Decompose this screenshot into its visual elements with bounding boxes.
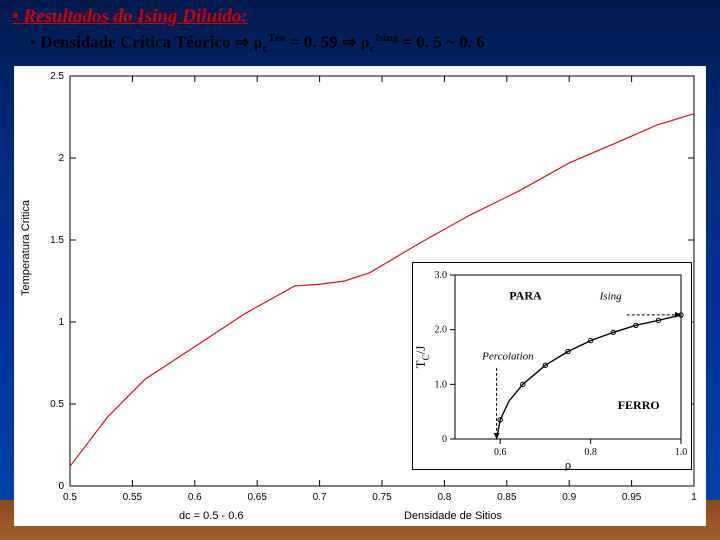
sub-eq1: = 0. 59 (286, 33, 342, 52)
svg-text:0.6: 0.6 (494, 447, 507, 458)
inset-chart: 0.6 0.8 1.0 0 1.0 2.0 3.0 PARA FERRO Ising Percola… (412, 262, 692, 470)
svg-text:Ising: Ising (599, 291, 623, 303)
subtitle: • Densidade Crítica Téorico ⇒ ρcTéo = 0.… (30, 32, 708, 56)
svg-text:ρ: ρ (565, 457, 572, 471)
svg-text:0: 0 (58, 481, 64, 492)
svg-text:1.0: 1.0 (435, 379, 448, 390)
inset-chart-svg: 0.6 0.8 1.0 0 1.0 2.0 3.0 PARA FERRO Ising Percola… (413, 263, 693, 471)
sub-ising: Ising (375, 32, 398, 44)
svg-text:0.85: 0.85 (497, 492, 517, 503)
svg-text:1: 1 (691, 492, 697, 503)
svg-text:0.75: 0.75 (372, 492, 392, 503)
sub-rho1: ρ (253, 33, 262, 52)
svg-text:3.0: 3.0 (435, 270, 448, 281)
svg-text:0.55: 0.55 (123, 492, 143, 503)
page-title: • Resultados do Ising Diluído: (12, 6, 708, 28)
xlabel-left: dc = 0.5 - 0.6 (179, 510, 244, 522)
sub-eq2: = 0. 5 ~ 0. 6 (398, 33, 485, 52)
svg-text:1: 1 (58, 317, 64, 328)
sub-arrow1: ⇒ (235, 33, 249, 52)
svg-text:TC/J: TC/J (413, 346, 431, 369)
svg-text:0.8: 0.8 (437, 492, 451, 503)
svg-text:0.6: 0.6 (188, 492, 202, 503)
xlabel-right: Densidade de Sitios (404, 510, 502, 522)
ylabel: Temperatura Critica (20, 200, 32, 296)
svg-text:0.9: 0.9 (562, 492, 576, 503)
svg-text:0.5: 0.5 (63, 492, 77, 503)
svg-text:2: 2 (58, 153, 64, 164)
sub-teo: Téo (268, 32, 286, 44)
svg-text:0.65: 0.65 (247, 492, 267, 503)
main-chart: 0.50.550.60.650.70.750.80.850.90.95100.5… (14, 66, 706, 526)
sub-rho2: ρ (361, 33, 370, 52)
sub-p1: • Densidade Crítica Téorico (30, 33, 235, 52)
svg-text:0.95: 0.95 (622, 492, 642, 503)
svg-text:2.0: 2.0 (435, 325, 448, 336)
svg-text:1.5: 1.5 (50, 235, 64, 246)
sub-arrow2: ⇒ (342, 33, 356, 52)
svg-text:2.5: 2.5 (50, 71, 64, 82)
svg-text:0.5: 0.5 (50, 399, 64, 410)
svg-text:FERRO: FERRO (618, 398, 660, 412)
svg-text:0.7: 0.7 (313, 492, 327, 503)
svg-text:PARA: PARA (509, 289, 542, 303)
svg-text:Percolation: Percolation (481, 351, 534, 363)
svg-text:0: 0 (442, 434, 447, 445)
svg-text:1.0: 1.0 (675, 447, 688, 458)
svg-text:0.8: 0.8 (584, 447, 597, 458)
